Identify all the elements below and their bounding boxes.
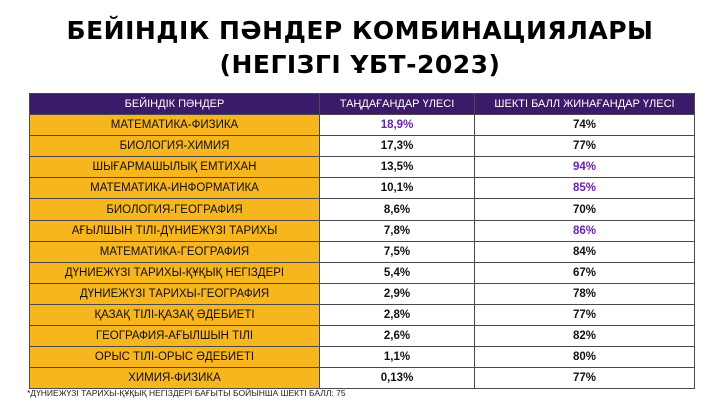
subject-cell: ХИМИЯ-ФИЗИКА	[29, 367, 320, 390]
passed-share-cell: 80%	[474, 346, 695, 369]
title-line-2: (НЕГІЗГІ ҰБТ-2023)	[219, 50, 501, 79]
table-row: ҚАЗАҚ ТІЛІ-ҚАЗАҚ ӘДЕБИЕТІ 2,8% 77%	[29, 303, 695, 327]
table-body: МАТЕМАТИКА-ФИЗИКА 18,9% 74% БИОЛОГИЯ-ХИМИЯ 1…	[29, 114, 695, 390]
passed-share-cell: 84%	[474, 240, 695, 263]
table-row: АҒЫЛШЫН ТІЛІ-ДҮНИЕЖҮЗІ ТАРИХЫ 7,8% 86%	[29, 219, 695, 242]
share-cell: 17,3%	[319, 135, 475, 158]
share-cell: 0,13%	[319, 367, 475, 390]
passed-share-cell: 67%	[474, 261, 695, 284]
share-cell: 10,1%	[319, 177, 475, 200]
footnote: *ДҮНИЕЖҮЗІ ТАРИХЫ-ҚҰҚЫҚ НЕГІЗДЕРІ БАҒЫТЫ…	[27, 388, 346, 398]
column-header-passed: ШЕКТІ БАЛЛ ЖИНАҒАНДАР ҮЛЕСІ	[474, 92, 695, 116]
passed-share-cell: 70%	[474, 198, 695, 221]
passed-share-cell: 74%	[474, 114, 695, 137]
table-row: МАТЕМАТИКА-ИНФОРМАТИКА 10,1% 85%	[29, 177, 695, 200]
subject-cell: ДҮНИЕЖҮЗІ ТАРИХЫ-ҚҰҚЫҚ НЕГІЗДЕРІ	[29, 261, 320, 284]
passed-share-cell: 77%	[474, 135, 695, 158]
passed-share-cell: 77%	[474, 303, 695, 327]
passed-share-cell: 94%	[474, 156, 695, 179]
share-cell: 2,6%	[319, 325, 475, 348]
subject-cell: ОРЫС ТІЛІ-ОРЫС ӘДЕБИЕТІ	[29, 346, 320, 369]
subject-cell: ШЫҒАРМАШЫЛЫҚ ЕМТИХАН	[29, 156, 320, 179]
subject-cell: БИОЛОГИЯ-ХИМИЯ	[29, 135, 320, 158]
share-cell: 18,9%	[319, 114, 475, 137]
share-cell: 2,9%	[319, 282, 475, 305]
subject-cell: ДҮНИЕЖҮЗІ ТАРИХЫ-ГЕОГРАФИЯ	[29, 282, 320, 305]
share-cell: 8,6%	[319, 198, 475, 221]
share-cell: 1,1%	[319, 346, 475, 369]
page-title: БЕЙІНДІК ПӘНДЕР КОМБИНАЦИЯЛАРЫ (НЕГІЗГІ …	[0, 14, 720, 82]
table-row: ДҮНИЕЖҮЗІ ТАРИХЫ-ҚҰҚЫҚ НЕГІЗДЕРІ 5,4% 67%	[29, 261, 695, 284]
subject-cell: МАТЕМАТИКА-ИНФОРМАТИКА	[29, 177, 320, 200]
table-row: ОРЫС ТІЛІ-ОРЫС ӘДЕБИЕТІ 1,1% 80%	[29, 346, 695, 369]
column-header-share: ТАҢДАҒАНДАР ҮЛЕСІ	[319, 92, 475, 116]
subject-cell: ГЕОГРАФИЯ-АҒЫЛШЫН ТІЛІ	[29, 325, 320, 348]
subject-cell: АҒЫЛШЫН ТІЛІ-ДҮНИЕЖҮЗІ ТАРИХЫ	[29, 219, 320, 242]
table-row: БИОЛОГИЯ-ХИМИЯ 17,3% 77%	[29, 135, 695, 158]
passed-share-cell: 82%	[474, 325, 695, 348]
share-cell: 5,4%	[319, 261, 475, 284]
table-row: ШЫҒАРМАШЫЛЫҚ ЕМТИХАН 13,5% 94%	[29, 156, 695, 179]
passed-share-cell: 77%	[474, 367, 695, 390]
share-cell: 13,5%	[319, 156, 475, 179]
subject-cell: ҚАЗАҚ ТІЛІ-ҚАЗАҚ ӘДЕБИЕТІ	[29, 303, 320, 327]
passed-share-cell: 78%	[474, 282, 695, 305]
passed-share-cell: 86%	[474, 219, 695, 242]
share-cell: 7,5%	[319, 240, 475, 263]
table-row: ДҮНИЕЖҮЗІ ТАРИХЫ-ГЕОГРАФИЯ 2,9% 78%	[29, 282, 695, 305]
subject-cell: БИОЛОГИЯ-ГЕОГРАФИЯ	[29, 198, 320, 221]
table-row: МАТЕМАТИКА-ГЕОГРАФИЯ 7,5% 84%	[29, 240, 695, 263]
table-row: БИОЛОГИЯ-ГЕОГРАФИЯ 8,6% 70%	[29, 198, 695, 221]
profile-subjects-table: БЕЙІНДІК ПӘНДЕР ТАҢДАҒАНДАР ҮЛЕСІ ШЕКТІ …	[29, 92, 695, 390]
passed-share-cell: 85%	[474, 177, 695, 200]
table-row: ГЕОГРАФИЯ-АҒЫЛШЫН ТІЛІ 2,6% 82%	[29, 325, 695, 348]
subject-cell: МАТЕМАТИКА-ГЕОГРАФИЯ	[29, 240, 320, 263]
column-header-subject: БЕЙІНДІК ПӘНДЕР	[29, 92, 320, 116]
table-header-row: БЕЙІНДІК ПӘНДЕР ТАҢДАҒАНДАР ҮЛЕСІ ШЕКТІ …	[29, 92, 695, 116]
share-cell: 2,8%	[319, 303, 475, 327]
table-row: МАТЕМАТИКА-ФИЗИКА 18,9% 74%	[29, 114, 695, 137]
title-line-1: БЕЙІНДІК ПӘНДЕР КОМБИНАЦИЯЛАРЫ	[66, 16, 654, 45]
subject-cell: МАТЕМАТИКА-ФИЗИКА	[29, 114, 320, 137]
table-row: ХИМИЯ-ФИЗИКА 0,13% 77%	[29, 367, 695, 390]
share-cell: 7,8%	[319, 219, 475, 242]
